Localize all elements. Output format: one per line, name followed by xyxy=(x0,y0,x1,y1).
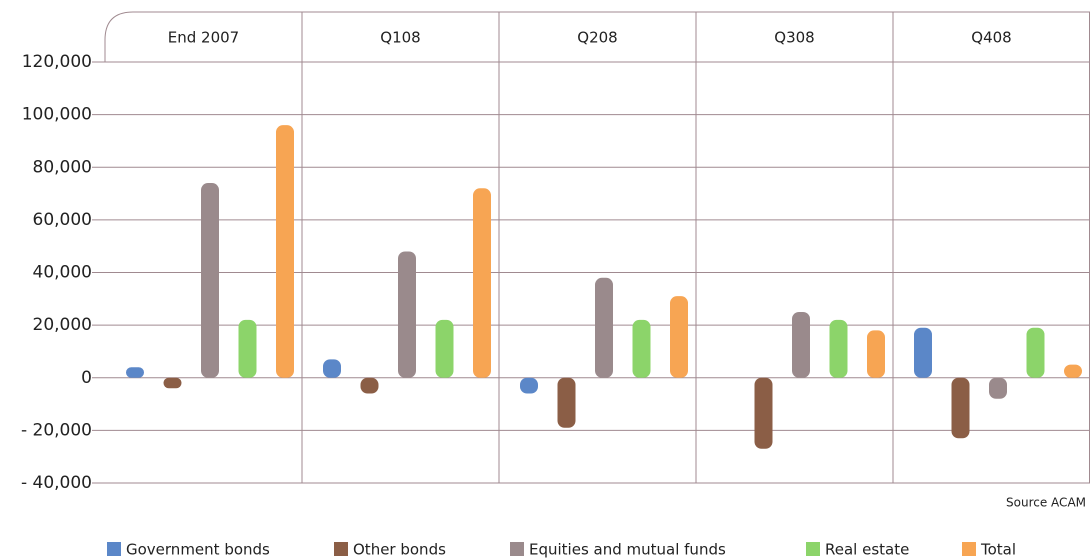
y-tick-label: 20,000 xyxy=(33,315,92,335)
legend-label: Real estate xyxy=(825,541,909,559)
bar xyxy=(1064,364,1082,378)
bar xyxy=(632,319,651,378)
legend-label: Other bonds xyxy=(353,541,446,559)
bar xyxy=(398,251,416,378)
bar xyxy=(670,296,688,378)
category-label: End 2007 xyxy=(168,29,239,47)
bar xyxy=(201,183,219,378)
y-tick-label: 80,000 xyxy=(33,157,92,177)
category-label: Q108 xyxy=(380,29,420,47)
bar xyxy=(1026,327,1045,378)
bar xyxy=(829,319,848,378)
bar xyxy=(163,377,182,389)
legend-swatch xyxy=(107,542,121,556)
legend-swatch xyxy=(334,542,348,556)
legend-swatch xyxy=(962,542,976,556)
legend-label: Total xyxy=(980,541,1016,559)
bar xyxy=(595,277,613,378)
y-tick-label: - 20,000 xyxy=(21,420,92,440)
y-tick-label: 120,000 xyxy=(22,52,92,72)
legend-swatch xyxy=(510,542,524,556)
bar xyxy=(867,330,885,378)
legend-swatch xyxy=(806,542,820,556)
bar xyxy=(557,377,576,428)
bar xyxy=(276,125,294,378)
bar xyxy=(520,377,538,394)
bar xyxy=(792,311,810,378)
category-label: Q208 xyxy=(577,29,617,47)
header-frame xyxy=(104,11,1090,62)
category-label: Q408 xyxy=(971,29,1011,47)
bar xyxy=(473,188,491,378)
bar xyxy=(323,359,341,378)
source-note: Source ACAM xyxy=(1006,496,1086,510)
y-tick-label: 40,000 xyxy=(33,263,92,283)
y-tick-label: 100,000 xyxy=(22,105,92,125)
bar xyxy=(914,327,932,378)
bar xyxy=(951,377,970,439)
legend-label: Government bonds xyxy=(126,541,270,559)
bar xyxy=(126,367,144,378)
y-tick-label: - 40,000 xyxy=(21,473,92,493)
bar xyxy=(435,319,454,378)
bar xyxy=(754,377,773,449)
legend-label: Equities and mutual funds xyxy=(529,541,726,559)
bar xyxy=(238,319,257,378)
bar xyxy=(360,377,379,394)
bar xyxy=(989,377,1007,399)
y-tick-label: 60,000 xyxy=(33,210,92,230)
y-tick-label: 0 xyxy=(81,368,92,388)
category-label: Q308 xyxy=(774,29,814,47)
